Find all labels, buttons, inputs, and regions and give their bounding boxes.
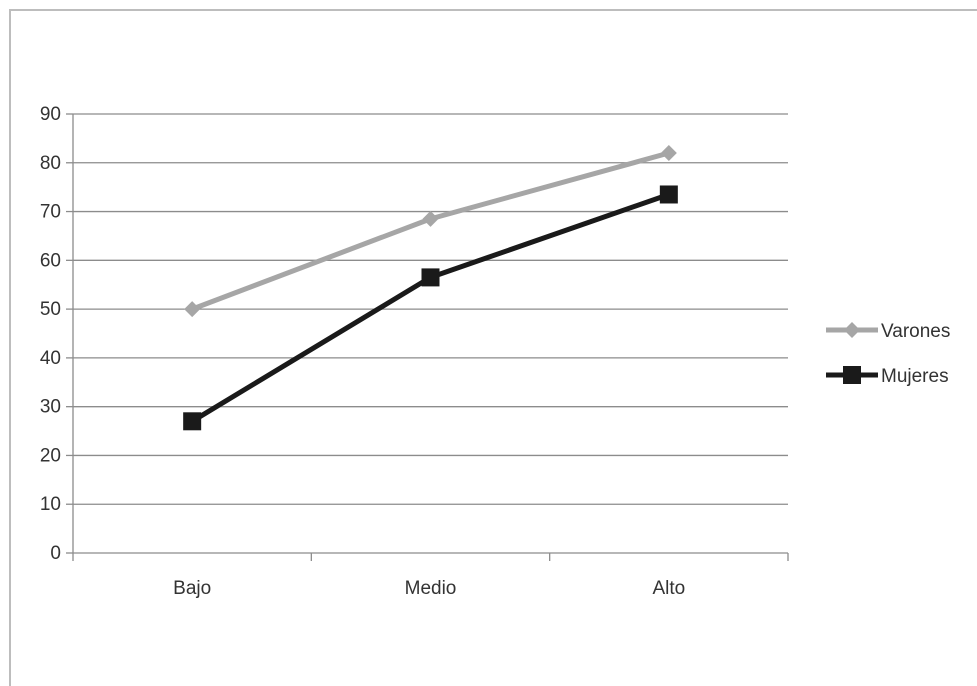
series-varones [184,145,677,318]
legend-marker-mujeres [843,366,861,384]
y-tick-label: 60 [40,250,61,271]
x-axis-ticks: Bajo Medio Alto [72,553,789,599]
series-group [183,145,678,431]
axes [72,114,788,554]
gridlines [73,113,788,505]
legend: Varones Mujeres [826,321,950,387]
legend-item-mujeres: Mujeres [826,366,949,387]
y-tick-label: 90 [40,104,61,125]
chart-frame [9,9,977,686]
y-tick-label: 0 [50,543,61,564]
legend-item-varones: Varones [826,321,950,342]
series-mujeres [183,185,678,431]
data-point-varones [422,210,439,227]
data-point-varones [184,301,201,318]
x-tick-label: Medio [405,578,457,599]
y-tick-label: 30 [40,397,61,418]
y-tick-label: 50 [40,299,61,320]
legend-label-varones: Varones [881,321,950,342]
series-line-mujeres [190,192,670,424]
y-tick-label: 10 [40,494,61,515]
y-tick-label: 20 [40,445,61,466]
y-tick-label: 40 [40,348,61,369]
legend-marker-varones [844,322,860,338]
y-tick-label: 70 [40,202,61,223]
data-point-mujeres [659,185,678,204]
legend-label-mujeres: Mujeres [881,366,949,387]
data-point-varones [660,145,677,162]
data-point-mujeres [183,412,202,431]
y-axis-ticks: 0 10 20 30 40 50 60 70 80 90 [40,104,73,564]
x-tick-label: Bajo [173,578,211,599]
x-tick-label: Alto [652,578,685,599]
y-tick-label: 80 [40,153,61,174]
data-point-mujeres [421,268,440,287]
